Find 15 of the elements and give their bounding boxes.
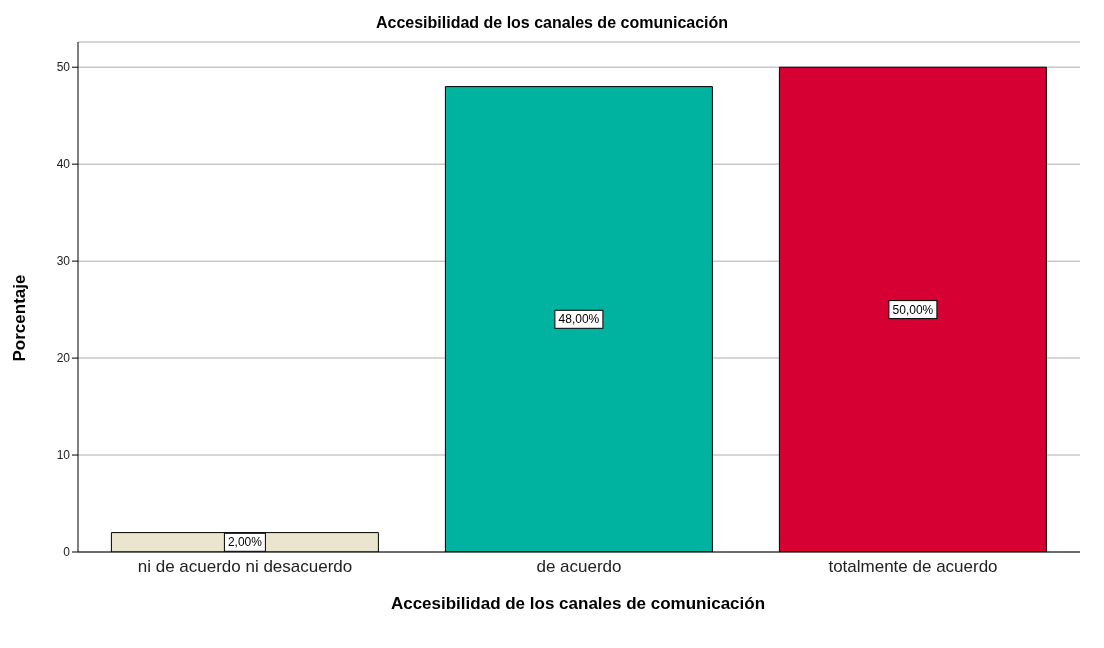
x-tick-label: ni de acuerdo ni desacuerdo	[137, 557, 353, 577]
x-tick-label: totalmente de acuerdo	[828, 557, 998, 577]
y-tick-label: 50	[56, 60, 71, 75]
chart-title: Accesibilidad de los canales de comunicación	[374, 14, 730, 32]
data-label: 2,00%	[227, 535, 263, 550]
x-tick-label: de acuerdo	[536, 557, 622, 577]
y-tick-label: 10	[56, 448, 71, 463]
x-axis-title: Accesibilidad de los canales de comunicación	[389, 594, 767, 614]
y-tick-label: 20	[56, 351, 71, 366]
data-label: 50,00%	[892, 302, 934, 317]
y-tick-label: 0	[63, 545, 71, 560]
y-tick-label: 30	[56, 254, 71, 269]
y-axis-title: Porcentaje	[10, 274, 30, 362]
y-tick-label: 40	[56, 157, 71, 172]
data-label: 48,00%	[558, 312, 600, 327]
